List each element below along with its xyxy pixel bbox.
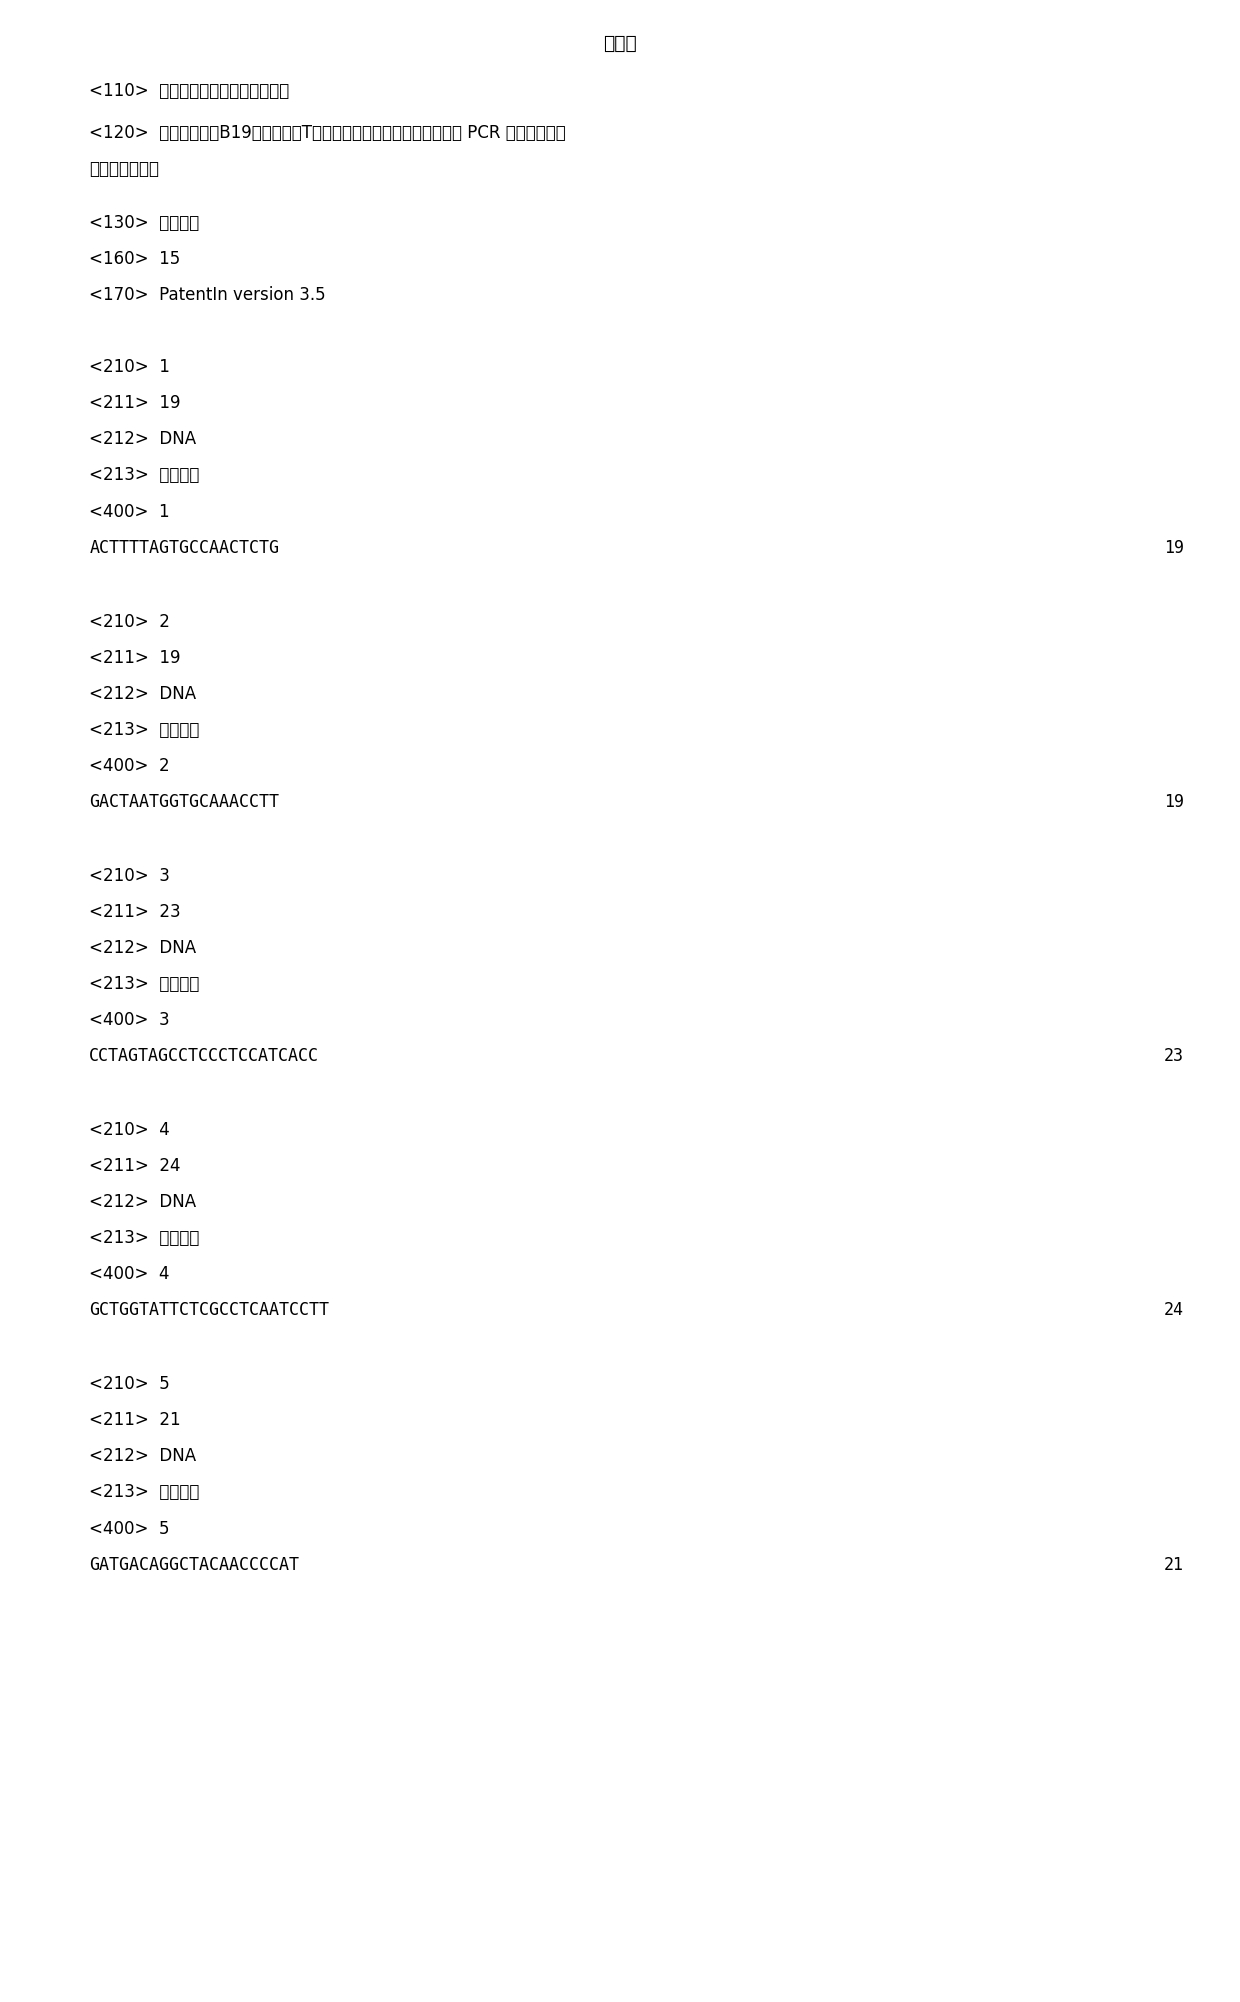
Text: GATGACAGGCTACAACCCCAT: GATGACAGGCTACAACCCCAT bbox=[89, 1556, 299, 1574]
Text: <213>  人工序列: <213> 人工序列 bbox=[89, 466, 200, 484]
Text: 序列表: 序列表 bbox=[603, 34, 637, 52]
Text: <210>  1: <210> 1 bbox=[89, 358, 170, 376]
Text: 24: 24 bbox=[1164, 1301, 1184, 1319]
Text: <212>  DNA: <212> DNA bbox=[89, 1447, 196, 1465]
Text: <160>  15: <160> 15 bbox=[89, 250, 181, 268]
Text: <400>  5: <400> 5 bbox=[89, 1520, 170, 1538]
Text: <210>  4: <210> 4 bbox=[89, 1121, 170, 1139]
Text: 23: 23 bbox=[1164, 1047, 1184, 1065]
Text: <212>  DNA: <212> DNA bbox=[89, 939, 196, 957]
Text: 19: 19 bbox=[1164, 793, 1184, 811]
Text: <210>  3: <210> 3 bbox=[89, 867, 170, 885]
Text: CCTAGTAGCCTCCCTCCATCACC: CCTAGTAGCCTCCCTCCATCACC bbox=[89, 1047, 319, 1065]
Text: <400>  2: <400> 2 bbox=[89, 757, 170, 775]
Text: <110>  苏州华益美生物科技有限公司: <110> 苏州华益美生物科技有限公司 bbox=[89, 82, 289, 100]
Text: GACTAATGGTGCAAACCTT: GACTAATGGTGCAAACCTT bbox=[89, 793, 279, 811]
Text: <210>  5: <210> 5 bbox=[89, 1375, 170, 1393]
Text: <212>  DNA: <212> DNA bbox=[89, 1193, 196, 1211]
Text: <213>  人工序列: <213> 人工序列 bbox=[89, 1229, 200, 1247]
Text: <211>  23: <211> 23 bbox=[89, 903, 181, 921]
Text: <210>  2: <210> 2 bbox=[89, 613, 170, 631]
Text: <211>  24: <211> 24 bbox=[89, 1157, 181, 1175]
Text: <170>  PatentIn version 3.5: <170> PatentIn version 3.5 bbox=[89, 286, 326, 304]
Text: <130>  中国申请: <130> 中国申请 bbox=[89, 214, 200, 232]
Text: <400>  1: <400> 1 bbox=[89, 503, 170, 521]
Text: <212>  DNA: <212> DNA bbox=[89, 430, 196, 448]
Text: <211>  21: <211> 21 bbox=[89, 1411, 181, 1429]
Text: <213>  人工序列: <213> 人工序列 bbox=[89, 1483, 200, 1502]
Text: <400>  4: <400> 4 bbox=[89, 1265, 170, 1283]
Text: <400>  3: <400> 3 bbox=[89, 1011, 170, 1029]
Text: 19: 19 bbox=[1164, 539, 1184, 557]
Text: 试剂盒及其应用: 试剂盒及其应用 bbox=[89, 160, 159, 178]
Text: <120>  人类微小病毒B19、人类嗜小T细胞病毒、戊型肝炎病毒四重荧光 PCR 快速超敏检测: <120> 人类微小病毒B19、人类嗜小T细胞病毒、戊型肝炎病毒四重荧光 PCR… bbox=[89, 124, 565, 142]
Text: 21: 21 bbox=[1164, 1556, 1184, 1574]
Text: <211>  19: <211> 19 bbox=[89, 394, 181, 412]
Text: <211>  19: <211> 19 bbox=[89, 649, 181, 667]
Text: ACTTTTAGTGCCAACTCTG: ACTTTTAGTGCCAACTCTG bbox=[89, 539, 279, 557]
Text: <212>  DNA: <212> DNA bbox=[89, 685, 196, 703]
Text: GCTGGTATTCTCGCCTCAATCCTT: GCTGGTATTCTCGCCTCAATCCTT bbox=[89, 1301, 330, 1319]
Text: <213>  人工序列: <213> 人工序列 bbox=[89, 721, 200, 739]
Text: <213>  人工序列: <213> 人工序列 bbox=[89, 975, 200, 993]
